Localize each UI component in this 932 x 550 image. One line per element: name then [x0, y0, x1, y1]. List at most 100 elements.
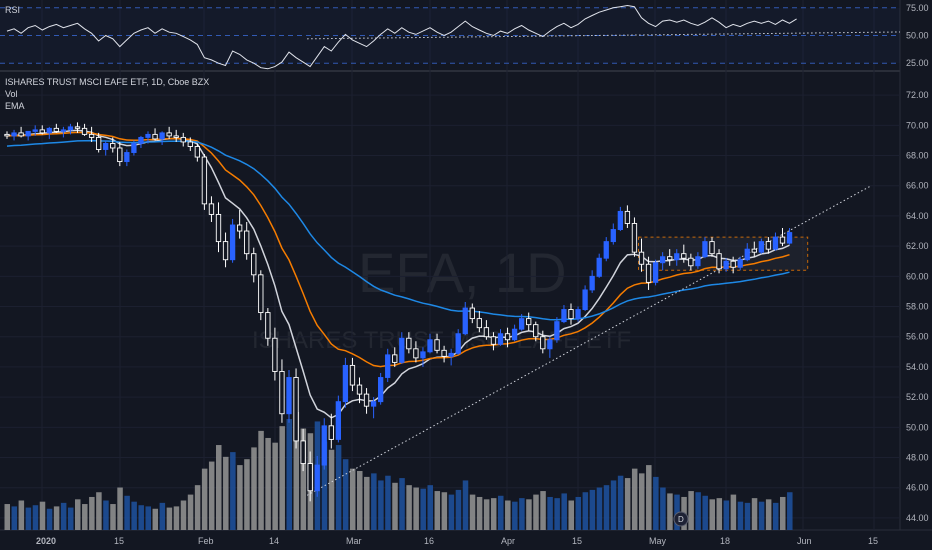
volume-bar [603, 485, 610, 530]
volume-bar [448, 494, 455, 530]
volume-bar [765, 499, 772, 530]
volume-layer [4, 412, 793, 530]
volume-legend-label[interactable]: Vol [5, 89, 18, 99]
volume-bar [744, 502, 751, 530]
volume-bar [75, 499, 81, 530]
candle-body [533, 324, 539, 338]
candle-body [638, 251, 645, 265]
candle-body [462, 307, 468, 335]
candle-body [575, 309, 581, 320]
volume-bar [716, 498, 723, 530]
volume-bar [505, 500, 511, 530]
candle-body [180, 136, 186, 143]
volume-bar [364, 476, 370, 530]
candle-body [596, 257, 602, 277]
candle-body [406, 337, 412, 350]
volume-bar [300, 428, 307, 530]
time-tick-label: 16 [424, 536, 434, 546]
candle-body [356, 384, 363, 395]
ema-slow-line [6, 139, 790, 321]
volume-bar [67, 507, 74, 530]
candle-body [363, 393, 370, 407]
ema-legend-label[interactable]: EMA [5, 101, 25, 111]
candle-body [342, 364, 349, 403]
candle-body [497, 333, 504, 345]
time-tick-label: Mar [346, 536, 362, 546]
rsi-axis[interactable]: 75.00 50.00 25.00 [906, 3, 929, 68]
watermark-name: ISHARES TRUST MSCI EAFE ETF [252, 327, 631, 354]
candle-body [519, 318, 525, 330]
time-axis[interactable]: 202015Feb14Mar16Apr15May18Jun15Jul20Aug [36, 536, 932, 546]
time-tick-label: 15 [572, 536, 582, 546]
time-tick-label: Apr [501, 536, 515, 546]
volume-bar [519, 498, 525, 530]
price-tick-label: 46.00 [906, 483, 929, 493]
candle-body [779, 236, 786, 244]
candle-body [751, 248, 757, 253]
volume-bar [498, 495, 504, 530]
candle-body [370, 401, 377, 407]
volume-bar [124, 495, 130, 530]
price-tick-label: 62.00 [906, 241, 929, 251]
rsi-pane[interactable] [0, 4, 901, 70]
volume-bar [490, 498, 497, 530]
candle-body [709, 241, 715, 255]
candles-layer[interactable] [4, 122, 793, 502]
rsi-legend-label[interactable]: RSI [5, 5, 20, 15]
candle-body [490, 336, 497, 345]
volume-bar [427, 485, 433, 530]
volume-bar [758, 501, 765, 530]
volume-bar [441, 492, 448, 530]
volume-bar [180, 500, 187, 530]
price-axis[interactable]: 72.00 70.00 68.00 66.00 64.00 62.00 60.00 58.00… [906, 90, 929, 523]
volume-bar [230, 452, 236, 530]
volume-bar [138, 505, 144, 530]
candle-body [695, 256, 701, 267]
candle-body [448, 352, 454, 357]
candle-body [279, 371, 285, 415]
volume-bar [667, 493, 673, 530]
range-box-layer[interactable] [638, 236, 809, 271]
volume-bar [265, 437, 271, 530]
volume-bar [702, 495, 708, 530]
volume-bar [187, 494, 194, 530]
candle-body [201, 156, 208, 205]
volume-bar [730, 494, 737, 530]
candle-body [67, 126, 74, 131]
volume-bar [342, 459, 349, 530]
volume-bar [39, 501, 46, 530]
volume-bar [349, 468, 356, 530]
candle-body [81, 127, 88, 135]
candle-body [314, 464, 320, 492]
candle-body [385, 354, 391, 378]
volume-bar [639, 473, 645, 530]
volume-bar [688, 491, 694, 530]
candle-body [702, 241, 708, 258]
volume-bar [4, 504, 10, 530]
rsi-band-fill [0, 7, 900, 64]
volume-bar [512, 501, 518, 530]
volume-bar [751, 498, 758, 530]
symbol-title[interactable]: ISHARES TRUST MSCI EAFE ETF, 1D, Cboe BZ… [5, 77, 209, 87]
candle-body [561, 309, 567, 323]
dividend-marker-icon[interactable] [673, 511, 689, 527]
volume-bar [392, 482, 398, 530]
candle-body [138, 136, 144, 144]
volume-bar [173, 506, 180, 530]
candle-body [321, 425, 327, 466]
candle-body [293, 377, 299, 442]
candle-body [716, 253, 722, 270]
candle-body [187, 141, 193, 147]
candle-body [32, 129, 38, 132]
volume-bar [378, 480, 384, 530]
volume-bar [32, 505, 39, 530]
volume-bar [145, 506, 151, 530]
volume-bar [737, 501, 744, 530]
volume-bar [413, 487, 419, 530]
volume-bar [709, 499, 715, 530]
volume-bar [11, 506, 18, 530]
price-tick-label: 58.00 [906, 302, 929, 312]
candle-body [39, 129, 45, 134]
candle-body [18, 132, 24, 137]
